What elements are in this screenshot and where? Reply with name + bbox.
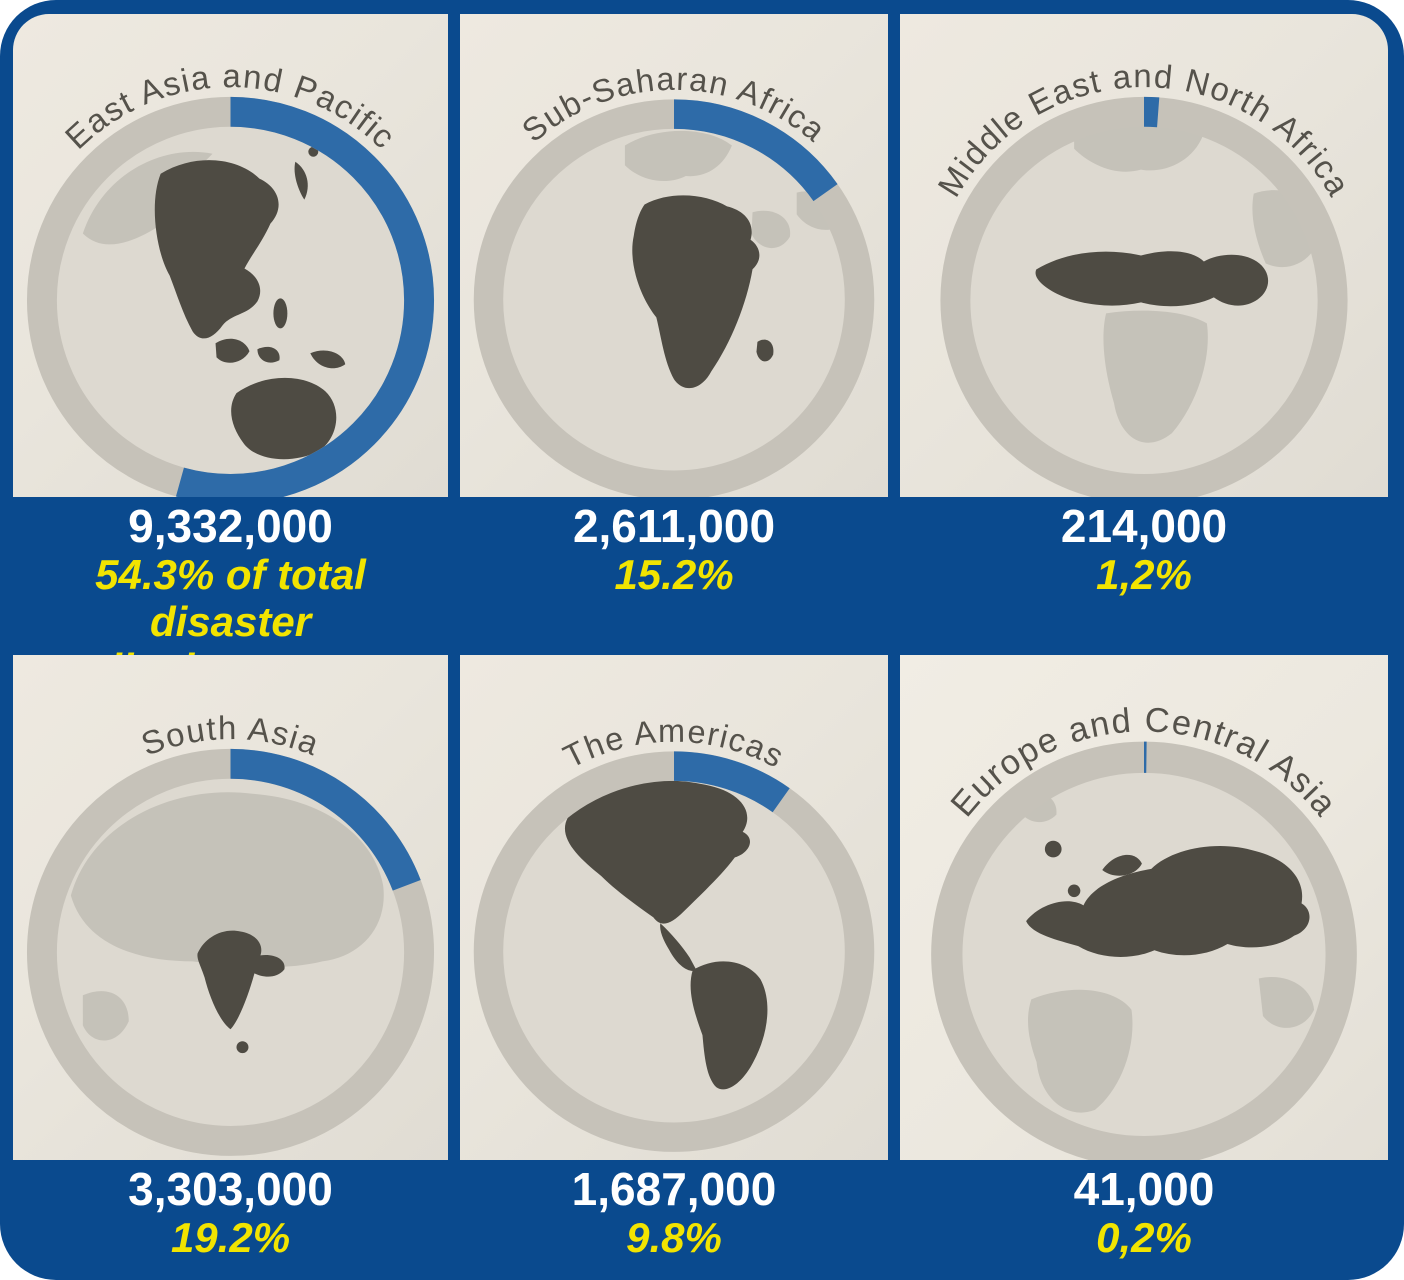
panel-the-americas: The Americas [460,655,888,1160]
globe-panel-row-bottom: South Asia Th [13,655,1388,1160]
displacement-share: 1,2% [1096,551,1192,598]
stat-middle-east-north-africa: 214,000 1,2% [900,497,1388,692]
stat-the-americas: 1,687,000 9.8% [460,1160,888,1280]
displacement-value: 1,687,000 [571,1163,777,1215]
globe-chart-the-americas: The Americas [473,713,875,1152]
panel-east-asia-pacific: East Asia and Pacific [13,14,448,497]
globe-landmass-east-asia-pacific [82,146,379,463]
globe-chart-europe-central-asia: Europe and Central Asia [931,701,1357,1160]
panel-middle-east-north-africa: Middle East and North Africa [900,14,1388,497]
stat-south-asia: 3,303,000 19.2% [13,1160,448,1280]
globe-landmass-the-americas [564,776,781,1090]
panel-europe-central-asia: Europe and Central Asia [900,655,1388,1160]
globe-landmass-middle-east-north-africa [1035,122,1322,443]
donut-share-arc [473,751,875,1152]
panel-sub-saharan-africa: Sub-Saharan Africa [460,14,888,497]
donut-share-arc [931,741,1357,1160]
displacement-share: 9.8% [626,1214,722,1261]
globe-chart-east-asia-pacific: East Asia and Pacific [26,57,435,497]
globe-panel-row-top: East Asia and Pacific [13,14,1388,497]
displacement-share: 19.2% [170,1214,291,1261]
displacement-value: 214,000 [1060,500,1228,552]
globe-chart-south-asia: South Asia [26,709,435,1156]
stat-sub-saharan-africa: 2,611,000 15.2% [460,497,888,692]
donut-share-arc [26,96,435,497]
displacement-value: 41,000 [1073,1163,1215,1215]
donut-share-arc [473,99,875,497]
globe-landmass-south-asia [70,792,384,1054]
stat-europe-central-asia: 41,000 0,2% [900,1160,1388,1280]
stats-band-top: 9,332,000 54.3% of total disaster displa… [13,497,1388,692]
stats-band-bottom: 3,303,000 19.2% 1,687,000 9.8% 41,000 0,… [13,1160,1388,1280]
globe-landmass-europe-central-asia [1015,793,1315,1113]
globe-chart-sub-saharan-africa: Sub-Saharan Africa [473,61,875,497]
displacement-value: 9,332,000 [128,500,333,552]
displacement-value: 2,611,000 [572,500,776,552]
globe-chart-middle-east-north-africa: Middle East and North Africa [930,57,1356,497]
donut-share-arc [26,748,435,1156]
displacement-share: 0,2% [1096,1214,1192,1261]
displacement-value: 3,303,000 [128,1163,333,1215]
donut-share-arc [940,96,1348,497]
panel-south-asia: South Asia [13,655,448,1160]
displacement-share: 15.2% [614,551,734,598]
